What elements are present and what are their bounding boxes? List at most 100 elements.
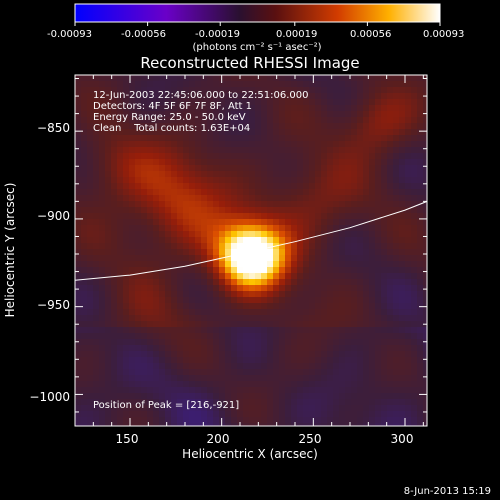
heatmap-cell xyxy=(405,243,412,250)
heatmap-cell xyxy=(225,243,232,250)
heatmap-cell xyxy=(423,309,427,316)
heatmap-cell xyxy=(183,201,190,208)
heatmap-cell xyxy=(423,411,427,418)
heatmap-cell xyxy=(135,159,142,166)
heatmap-cell xyxy=(285,201,292,208)
heatmap-cell xyxy=(87,321,94,328)
heatmap-cell xyxy=(345,285,352,292)
heatmap-cell xyxy=(351,81,358,88)
heatmap-cell xyxy=(87,345,94,352)
heatmap-cell xyxy=(201,273,208,280)
heatmap-cell xyxy=(147,111,154,118)
heatmap-cell xyxy=(93,375,100,382)
heatmap-cell xyxy=(171,99,178,106)
heatmap-cell xyxy=(417,81,424,88)
heatmap-cell xyxy=(345,375,352,382)
heatmap-cell xyxy=(405,405,412,412)
heatmap-cell xyxy=(231,393,238,400)
heatmap-cell xyxy=(153,81,160,88)
heatmap-cell xyxy=(273,345,280,352)
heatmap-cell xyxy=(111,423,118,426)
heatmap-cell xyxy=(363,117,370,124)
heatmap-cell xyxy=(333,75,340,82)
heatmap-cell xyxy=(327,147,334,154)
heatmap-cell xyxy=(135,153,142,160)
heatmap-cell xyxy=(375,393,382,400)
heatmap-cell xyxy=(267,153,274,160)
heatmap-cell xyxy=(291,303,298,310)
heatmap-cell xyxy=(387,117,394,124)
heatmap-cell xyxy=(225,189,232,196)
heatmap-cell xyxy=(225,111,232,118)
heatmap-cell xyxy=(183,135,190,142)
heatmap-cell xyxy=(351,87,358,94)
heatmap-cell xyxy=(381,417,388,424)
heatmap-cell xyxy=(357,297,364,304)
heatmap-cell xyxy=(363,93,370,100)
heatmap-cell xyxy=(207,201,214,208)
heatmap-cell xyxy=(165,387,172,394)
heatmap-cell xyxy=(309,153,316,160)
heatmap-cell xyxy=(279,249,286,256)
heatmap-cell xyxy=(369,81,376,88)
heatmap-cell xyxy=(303,405,310,412)
heatmap-cell xyxy=(123,339,130,346)
heatmap-cell xyxy=(267,237,274,244)
heatmap-cell xyxy=(219,129,226,136)
heatmap-cell xyxy=(249,339,256,346)
heatmap-cell xyxy=(357,225,364,232)
heatmap-cell xyxy=(405,171,412,178)
heatmap-cell xyxy=(411,249,418,256)
heatmap-cell xyxy=(99,393,106,400)
heatmap-cell xyxy=(99,345,106,352)
heatmap-cell xyxy=(423,183,427,190)
heatmap-cell xyxy=(423,117,427,124)
heatmap-cell xyxy=(231,375,238,382)
heatmap-cell xyxy=(195,321,202,328)
heatmap-cell xyxy=(183,177,190,184)
heatmap-cell xyxy=(309,363,316,370)
heatmap-cell xyxy=(315,255,322,262)
annotation-detectors: Detectors: 4F 5F 6F 7F 8F, Att 1 xyxy=(93,101,252,112)
heatmap-cell xyxy=(141,225,148,232)
heatmap-cell xyxy=(303,231,310,238)
heatmap-cell xyxy=(225,423,232,426)
heatmap-cell xyxy=(135,309,142,316)
heatmap-cell xyxy=(357,339,364,346)
heatmap-cell xyxy=(291,231,298,238)
heatmap-cell xyxy=(363,75,370,82)
heatmap-cell xyxy=(261,249,268,256)
heatmap-cell xyxy=(225,417,232,424)
heatmap-cell xyxy=(189,231,196,238)
heatmap-cell xyxy=(111,261,118,268)
heatmap-cell xyxy=(99,135,106,142)
heatmap-cell xyxy=(261,105,268,112)
heatmap-cell xyxy=(363,129,370,136)
heatmap-cell xyxy=(369,279,376,286)
heatmap-cell xyxy=(405,123,412,130)
heatmap-cell xyxy=(345,195,352,202)
heatmap-cell xyxy=(423,279,427,286)
heatmap-cell xyxy=(333,411,340,418)
heatmap-cell xyxy=(231,399,238,406)
heatmap-cell xyxy=(231,159,238,166)
heatmap-cell xyxy=(393,141,400,148)
heatmap-cell xyxy=(129,141,136,148)
heatmap-cell xyxy=(369,363,376,370)
heatmap-cell xyxy=(297,93,304,100)
heatmap-cell xyxy=(351,111,358,118)
heatmap-cell xyxy=(81,147,88,154)
heatmap-cell xyxy=(129,363,136,370)
heatmap-cell xyxy=(81,381,88,388)
heatmap-cell xyxy=(75,261,82,268)
heatmap-cell xyxy=(105,141,112,148)
heatmap-cell xyxy=(333,105,340,112)
heatmap-cell xyxy=(207,357,214,364)
heatmap-cell xyxy=(93,327,100,334)
heatmap-cell xyxy=(75,111,82,118)
heatmap-cell xyxy=(195,147,202,154)
heatmap-cell xyxy=(243,423,250,426)
heatmap-cell xyxy=(231,177,238,184)
heatmap-cell xyxy=(93,105,100,112)
heatmap-cell xyxy=(141,243,148,250)
